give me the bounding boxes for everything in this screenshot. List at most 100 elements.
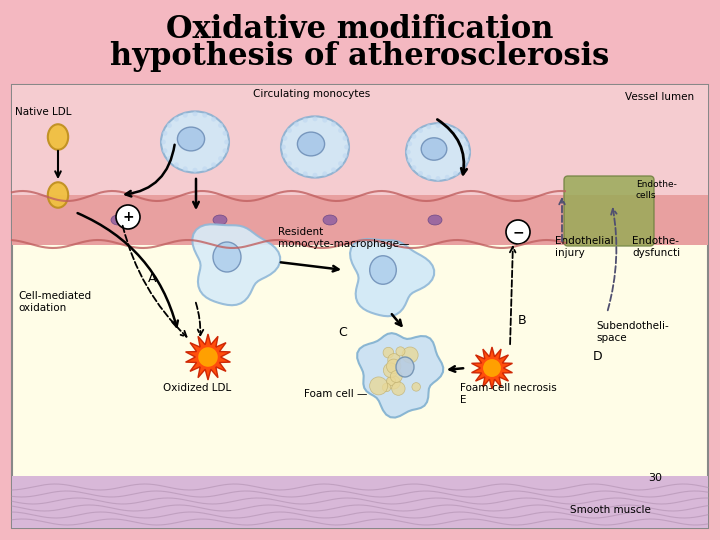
Ellipse shape [213,242,241,272]
Text: 30: 30 [648,473,662,483]
Text: B: B [518,314,526,327]
Ellipse shape [406,123,470,181]
Circle shape [192,168,197,173]
Circle shape [183,166,188,171]
Circle shape [302,171,307,177]
Text: C: C [338,326,347,339]
Circle shape [387,359,401,374]
Circle shape [402,347,418,363]
Text: D: D [593,350,603,363]
Circle shape [218,156,223,161]
Ellipse shape [323,215,337,225]
Text: Foam-cell necrosis
E: Foam-cell necrosis E [460,383,557,405]
Circle shape [312,116,318,122]
Text: Vessel lumen: Vessel lumen [625,92,694,102]
Polygon shape [357,333,444,417]
Ellipse shape [111,215,125,225]
Text: Circulating monocytes: Circulating monocytes [253,89,371,99]
Circle shape [408,158,412,163]
Circle shape [222,148,228,153]
Circle shape [222,131,228,136]
Text: Subendotheli-
space: Subendotheli- space [596,321,669,343]
Circle shape [282,153,287,158]
Text: Smooth muscle: Smooth muscle [570,505,651,515]
Circle shape [426,175,431,180]
Circle shape [343,136,348,141]
Text: +: + [122,210,134,224]
Polygon shape [350,239,434,316]
Ellipse shape [198,347,217,367]
Circle shape [459,165,464,170]
Circle shape [192,111,197,116]
Circle shape [224,139,229,145]
Ellipse shape [483,359,501,377]
Circle shape [281,145,286,150]
Circle shape [453,171,458,176]
Text: Native LDL: Native LDL [15,107,71,117]
Circle shape [163,148,168,153]
Text: Endothe-
dysfuncti: Endothe- dysfuncti [632,236,680,258]
Ellipse shape [48,183,68,208]
Circle shape [218,123,223,128]
Circle shape [383,347,394,358]
Text: Oxidative modification: Oxidative modification [166,15,554,45]
Circle shape [183,113,188,118]
Circle shape [418,171,423,176]
FancyBboxPatch shape [12,476,708,528]
Circle shape [282,136,287,141]
Circle shape [167,156,172,161]
Circle shape [163,131,168,136]
Polygon shape [186,334,230,380]
Circle shape [338,128,343,133]
FancyBboxPatch shape [12,85,708,200]
Circle shape [294,122,299,127]
Circle shape [412,383,420,391]
Circle shape [387,376,400,389]
Circle shape [453,128,458,133]
Circle shape [369,377,387,395]
Circle shape [426,124,431,129]
Circle shape [338,161,343,166]
Ellipse shape [396,357,414,377]
Circle shape [388,354,400,366]
Circle shape [302,118,307,123]
Circle shape [506,220,530,244]
Circle shape [445,175,450,180]
Circle shape [465,150,470,154]
Circle shape [464,158,469,163]
Text: Endothelial
injury: Endothelial injury [555,236,613,258]
Ellipse shape [428,215,442,225]
Circle shape [202,113,207,118]
Circle shape [390,370,402,382]
Circle shape [174,117,179,122]
Text: Oxidized LDL: Oxidized LDL [163,383,231,393]
Ellipse shape [297,132,325,156]
Circle shape [418,128,423,133]
FancyBboxPatch shape [564,176,654,246]
Text: Resident
monocyte-macrophage—: Resident monocyte-macrophage— [278,227,410,249]
Circle shape [294,167,299,172]
Text: Foam cell —: Foam cell — [304,389,367,399]
Text: Endothe-
cells: Endothe- cells [636,180,677,200]
Polygon shape [192,224,280,305]
Ellipse shape [177,127,204,151]
Circle shape [202,166,207,171]
Polygon shape [472,347,513,389]
Circle shape [382,383,391,392]
Circle shape [323,118,328,123]
Ellipse shape [421,138,447,160]
Circle shape [445,124,450,129]
Circle shape [161,139,166,145]
Circle shape [408,141,412,146]
Circle shape [331,122,336,127]
Circle shape [411,134,416,139]
Circle shape [392,382,405,395]
Circle shape [459,134,464,139]
Circle shape [167,123,172,128]
Text: hypothesis of atherosclerosis: hypothesis of atherosclerosis [110,42,610,72]
Text: Cell-mediated
oxidation: Cell-mediated oxidation [18,291,91,313]
Circle shape [411,165,416,170]
Text: −: − [512,225,524,239]
Circle shape [383,363,398,377]
Circle shape [287,128,292,133]
